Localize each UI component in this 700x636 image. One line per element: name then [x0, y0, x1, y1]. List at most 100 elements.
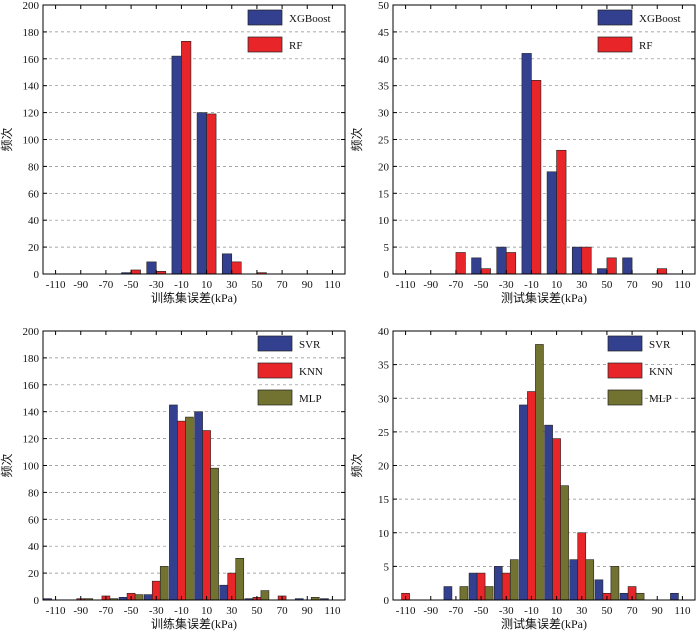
legend-label-mlp: MLP: [299, 393, 322, 405]
x-tick-label: 70: [627, 605, 639, 617]
bar-rf--10: [181, 41, 192, 275]
x-tick-label: -50: [474, 279, 489, 291]
bar-rf-10: [556, 149, 567, 275]
y-tick-label: 20: [378, 161, 390, 173]
x-tick-label: 90: [302, 279, 314, 291]
x-tick-label: 10: [201, 279, 213, 291]
bar-mlp--70: [459, 586, 469, 601]
bar-mlp--30: [509, 559, 519, 601]
y-tick-label: 20: [378, 461, 390, 473]
x-tick-label: 50: [601, 605, 613, 617]
y-tick-label: 10: [378, 528, 390, 540]
x-tick-label: -50: [124, 279, 139, 291]
bar-mlp-70: [635, 592, 645, 601]
bar-knn--10: [527, 391, 536, 601]
bar-mlp--50: [484, 586, 494, 601]
bar-mlp-10: [560, 485, 569, 601]
x-tick-label: -110: [396, 605, 416, 617]
legend-swatch-knn: [257, 362, 293, 379]
bar-knn-10: [202, 430, 211, 601]
legend-swatch-svr: [257, 335, 293, 352]
y-tick-label: 15: [378, 494, 390, 506]
bar-xgboost--10: [171, 55, 182, 275]
x-tick-label: -70: [449, 279, 464, 291]
chart-panel-2: 0 5 10 15 20 25 30 35 40 45 50 -110 -90 -70 -50 -30 -10 1…: [350, 0, 696, 305]
x-tick-label: 50: [251, 279, 263, 291]
y-axis-label: 频次: [0, 453, 14, 477]
x-tick-label: 110: [674, 279, 691, 291]
bar-xgboost-70: [622, 257, 633, 275]
bar-knn--30: [501, 572, 511, 601]
x-tick-label: 10: [551, 605, 563, 617]
x-tick-label: -110: [46, 605, 66, 617]
bar-svr--10: [519, 404, 528, 601]
bar-knn-30: [577, 532, 587, 601]
x-tick-label: 110: [674, 605, 691, 617]
legend-label-svr: SVR: [649, 339, 671, 351]
legend-swatch-xgboost: [597, 9, 633, 26]
x-axis-label: 训练集误差(kPa): [151, 616, 237, 631]
x-tick-label: -30: [149, 279, 164, 291]
y-tick-label: 200: [23, 326, 40, 338]
bar-svr--30: [493, 566, 503, 601]
x-tick-label: 90: [652, 279, 664, 291]
x-tick-label: -90: [73, 605, 88, 617]
x-tick-label: 110: [324, 279, 341, 291]
legend-label-rf: RF: [639, 40, 652, 52]
x-tick-label: -30: [149, 605, 164, 617]
legend-swatch-mlp: [257, 389, 293, 406]
bar-rf-50: [606, 257, 617, 275]
bar-rf-10: [206, 113, 217, 275]
y-tick-label: 80: [28, 487, 40, 499]
y-tick-label: 80: [28, 161, 40, 173]
y-tick-label: 10: [378, 215, 390, 227]
bar-rf--50: [480, 268, 491, 275]
bar-svr--50: [468, 572, 478, 601]
bar-rf--70: [455, 252, 466, 275]
bar-mlp--10: [185, 416, 194, 601]
x-tick-label: -90: [73, 279, 88, 291]
x-tick-label: -30: [499, 279, 514, 291]
x-tick-label: 10: [551, 279, 563, 291]
y-tick-label: 0: [34, 269, 40, 281]
x-tick-label: 30: [226, 605, 238, 617]
x-tick-label: -90: [423, 279, 438, 291]
bar-mlp--10: [535, 344, 544, 601]
legend-swatch-xgboost: [247, 9, 283, 26]
bar-xgboost-30: [571, 246, 583, 275]
y-tick-label: 60: [28, 188, 40, 200]
bar-xgboost-10: [546, 171, 557, 275]
x-tick-label: 50: [601, 279, 613, 291]
x-axis-label: 测试集误差(kPa): [501, 290, 587, 305]
bar-xgboost--30: [146, 261, 157, 275]
x-tick-label: -30: [499, 605, 514, 617]
y-tick-label: 40: [28, 215, 40, 227]
bar-svr-10: [544, 424, 553, 601]
y-tick-label: 25: [378, 135, 390, 147]
y-tick-label: 30: [378, 393, 390, 405]
x-tick-label: 90: [652, 605, 664, 617]
x-tick-label: 50: [251, 605, 263, 617]
y-tick-label: 40: [378, 54, 390, 66]
y-tick-label: 50: [378, 0, 390, 12]
x-tick-label: -70: [99, 279, 114, 291]
y-tick-label: 140: [23, 81, 40, 93]
bar-svr-30: [569, 559, 579, 601]
bar-svr--10: [169, 404, 178, 601]
y-tick-label: 60: [28, 514, 40, 526]
bar-knn--50: [476, 572, 486, 601]
bar-mlp-10: [210, 467, 219, 601]
bar-mlp-50: [610, 566, 620, 601]
x-tick-label: -50: [474, 605, 489, 617]
chart-panel-3: 0 20 40 60 80 100 120 140 160 180 200 -110 -90 -70 -50…: [0, 326, 346, 631]
y-tick-label: 0: [384, 595, 390, 607]
bar-mlp-30: [585, 559, 595, 601]
bar-mlp--30: [159, 566, 169, 601]
y-tick-label: 5: [384, 561, 390, 573]
x-tick-label: 30: [576, 605, 588, 617]
bar-svr-10: [194, 411, 203, 601]
y-tick-label: 120: [23, 434, 40, 446]
legend-label-knn: KNN: [299, 366, 323, 378]
x-tick-label: 70: [277, 279, 289, 291]
